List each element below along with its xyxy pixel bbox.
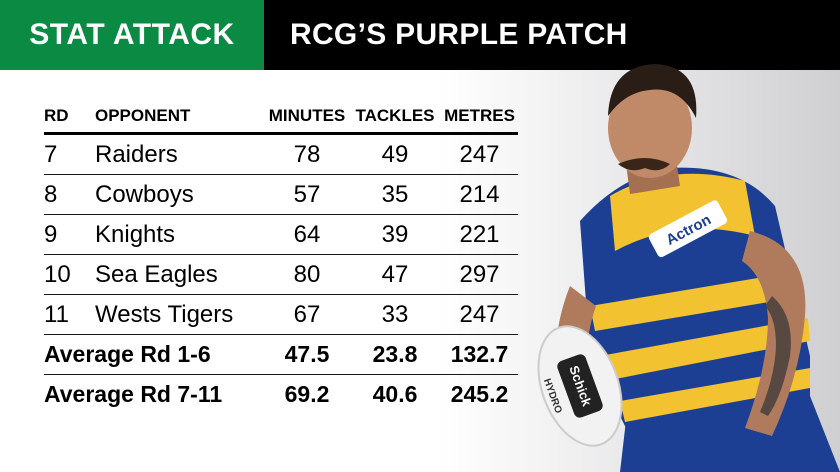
column-header-opponent: OPPONENT — [95, 106, 265, 135]
cell-opponent: Cowboys — [95, 174, 265, 215]
cell-opponent: Raiders — [95, 133, 265, 175]
table-header-row: RD OPPONENT MINUTES TACKLES METRES — [44, 106, 518, 135]
column-header-metres: METRES — [441, 106, 518, 135]
section-label: STAT ATTACK — [0, 0, 264, 70]
average-row: Average Rd 7-11 69.2 40.6 245.2 — [44, 375, 518, 415]
cell-tackles: 33 — [349, 294, 441, 335]
cell-round: 8 — [44, 174, 95, 215]
cell-round: 10 — [44, 254, 95, 295]
table-row: 7 Raiders 78 49 247 — [44, 133, 518, 175]
table-row: 11 Wests Tigers 67 33 247 — [44, 294, 518, 335]
player-moustache — [618, 158, 670, 171]
cell-tackles: 40.6 — [372, 381, 418, 407]
jersey-stripe — [590, 271, 805, 331]
player-image: Actron Schick HYDRO — [537, 64, 840, 472]
cell-tackles: 47 — [349, 254, 441, 295]
cell-metres: 132.7 — [441, 334, 518, 375]
jersey-stripe — [600, 318, 810, 381]
cell-average-label: Average Rd 7-11 — [44, 381, 223, 407]
player-head — [608, 78, 692, 178]
column-header-minutes: MINUTES — [265, 106, 349, 135]
cell-tackles: 23.8 — [349, 334, 441, 375]
cell-tackles: 49 — [349, 133, 441, 175]
cell-average-label: Average Rd 1-6 — [44, 334, 265, 375]
cell-minutes: 64 — [265, 214, 349, 255]
column-header-rd: RD — [44, 106, 95, 135]
page-title: RCG’S PURPLE PATCH — [264, 0, 840, 70]
cell-metres: 297 — [441, 254, 518, 295]
cell-metres: 247 — [441, 294, 518, 335]
cell-minutes: 67 — [265, 294, 349, 335]
table-row: 8 Cowboys 57 35 214 — [44, 174, 518, 215]
cell-opponent: Wests Tigers — [95, 294, 265, 335]
cell-opponent: Knights — [95, 214, 265, 255]
cell-metres: 221 — [441, 214, 518, 255]
cell-opponent: Sea Eagles — [95, 254, 265, 295]
player-arm — [742, 231, 806, 436]
cell-round: 7 — [44, 133, 95, 175]
cell-metres: 214 — [441, 174, 518, 215]
player-hair — [608, 64, 697, 118]
cell-minutes: 80 — [265, 254, 349, 295]
cell-tackles: 39 — [349, 214, 441, 255]
cell-minutes: 47.5 — [265, 334, 349, 375]
cell-metres: 247 — [441, 133, 518, 175]
header-bar: STAT ATTACK RCG’S PURPLE PATCH — [0, 0, 840, 70]
cell-round: 9 — [44, 214, 95, 255]
cell-minutes: 78 — [265, 133, 349, 175]
cell-tackles: 35 — [349, 174, 441, 215]
sponsor-patch — [648, 200, 728, 258]
cell-metres: 245.2 — [450, 381, 509, 407]
jersey-yoke — [610, 173, 755, 251]
arm-tattoo — [760, 296, 791, 416]
table-row: 10 Sea Eagles 80 47 297 — [44, 254, 518, 295]
cell-minutes: 69.2 — [284, 381, 330, 407]
table-row: 9 Knights 64 39 221 — [44, 214, 518, 255]
average-row: Average Rd 1-6 47.5 23.8 132.7 — [44, 334, 518, 375]
football-logo — [557, 354, 603, 418]
stats-table: RD OPPONENT MINUTES TACKLES METRES 7 Rai… — [44, 106, 518, 414]
cell-minutes: 57 — [265, 174, 349, 215]
column-header-tackles: TACKLES — [349, 106, 441, 135]
cell-round: 11 — [44, 294, 95, 335]
